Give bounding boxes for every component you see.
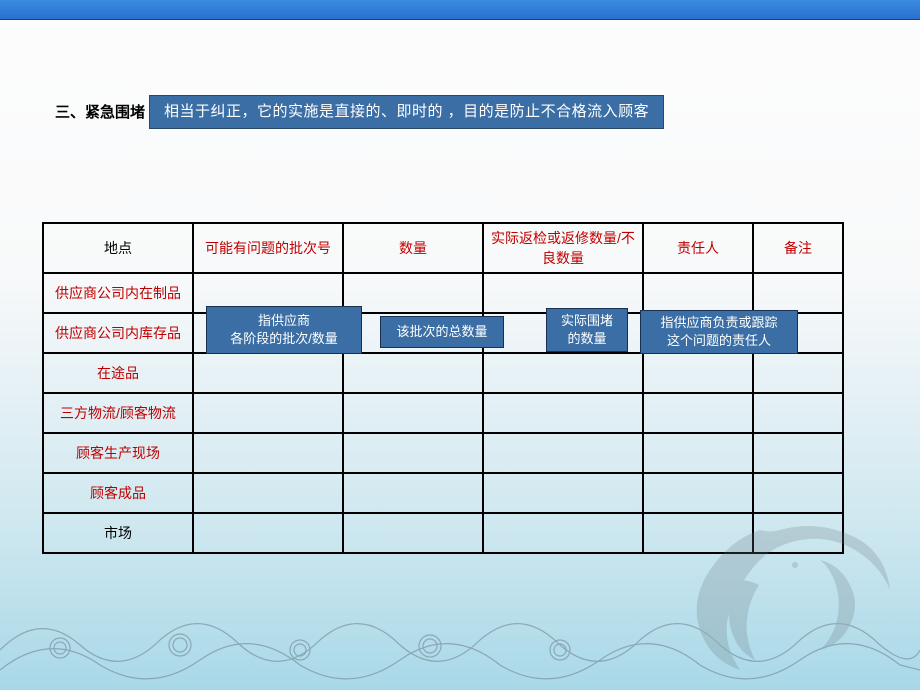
row-label: 市场 — [43, 513, 193, 553]
table-row: 顾客成品 — [43, 473, 843, 513]
window-titlebar — [0, 0, 920, 20]
section-label: 三、紧急围堵 — [55, 101, 145, 122]
callout-total-qty: 该批次的总数量 — [380, 316, 504, 348]
row-label: 顾客生产现场 — [43, 433, 193, 473]
callout-responsible: 指供应商负责或跟踪这个问题的责任人 — [640, 310, 798, 354]
table-row: 市场 — [43, 513, 843, 553]
th-batch: 可能有问题的批次号 — [193, 223, 343, 273]
table-row: 在途品 — [43, 353, 843, 393]
callout-batch-stages: 指供应商各阶段的批次/数量 — [206, 306, 362, 354]
th-qty: 数量 — [343, 223, 483, 273]
row-label: 在途品 — [43, 353, 193, 393]
th-owner: 责任人 — [643, 223, 753, 273]
table-row: 三方物流/顾客物流 — [43, 393, 843, 433]
table-row: 顾客生产现场 — [43, 433, 843, 473]
containment-table: 地点 可能有问题的批次号 数量 实际返检或返修数量/不良数量 责任人 备注 供应… — [42, 222, 844, 554]
th-recheck: 实际返检或返修数量/不良数量 — [483, 223, 643, 273]
table-header-row: 地点 可能有问题的批次号 数量 实际返检或返修数量/不良数量 责任人 备注 — [43, 223, 843, 273]
row-label: 供应商公司内在制品 — [43, 273, 193, 313]
row-label: 顾客成品 — [43, 473, 193, 513]
header-note-box: 相当于纠正，它的实施是直接的、即时的 ，目的是防止不合格流入顾客 — [149, 95, 664, 129]
row-label: 供应商公司内库存品 — [43, 313, 193, 353]
table-row: 供应商公司内在制品 — [43, 273, 843, 313]
containment-table-wrap: 地点 可能有问题的批次号 数量 实际返检或返修数量/不良数量 责任人 备注 供应… — [42, 222, 844, 554]
callout-actual-contain: 实际围堵的数量 — [546, 308, 628, 352]
row-label: 三方物流/顾客物流 — [43, 393, 193, 433]
th-remark: 备注 — [753, 223, 843, 273]
section-header: 三、紧急围堵 相当于纠正，它的实施是直接的、即时的 ，目的是防止不合格流入顾客 — [55, 95, 664, 129]
th-location: 地点 — [43, 223, 193, 273]
